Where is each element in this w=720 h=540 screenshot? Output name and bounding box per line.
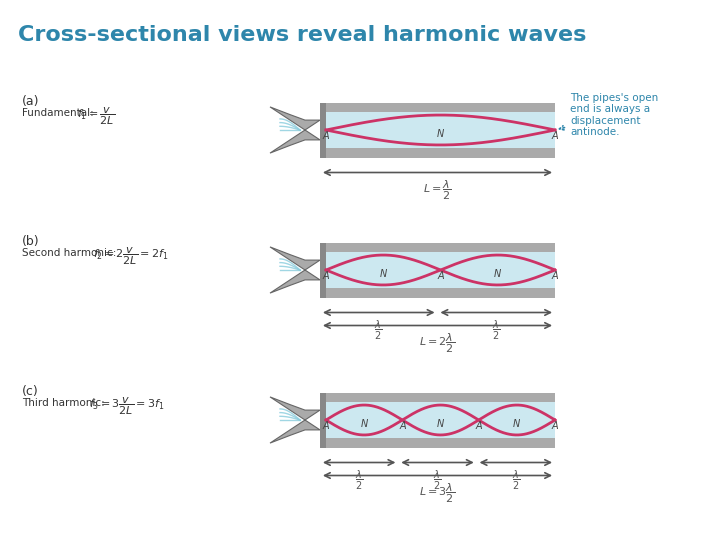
- Polygon shape: [270, 107, 320, 153]
- Text: A: A: [323, 421, 329, 430]
- Bar: [320, 242, 326, 298]
- Text: A: A: [437, 271, 444, 281]
- Text: (b): (b): [22, 234, 40, 247]
- Text: N: N: [437, 129, 444, 139]
- Text: (a): (a): [22, 94, 40, 107]
- Text: $\dfrac{\lambda}{2}$: $\dfrac{\lambda}{2}$: [511, 469, 520, 491]
- Text: $\dfrac{\lambda}{2}$: $\dfrac{\lambda}{2}$: [433, 469, 442, 491]
- Bar: [320, 242, 555, 298]
- Text: A: A: [323, 271, 329, 281]
- Bar: [320, 242, 555, 252]
- Text: N: N: [437, 419, 444, 429]
- Text: A: A: [475, 421, 482, 430]
- Text: N: N: [513, 419, 521, 429]
- Bar: [320, 288, 555, 298]
- Text: $L = \dfrac{\lambda}{2}$: $L = \dfrac{\lambda}{2}$: [423, 179, 452, 202]
- Text: $\dfrac{\lambda}{2}$: $\dfrac{\lambda}{2}$: [374, 319, 383, 341]
- Bar: [320, 393, 555, 402]
- Text: N: N: [494, 269, 501, 279]
- Bar: [320, 393, 326, 448]
- Text: $f_3 = 3\dfrac{v}{2L} = 3f_1$: $f_3 = 3\dfrac{v}{2L} = 3f_1$: [89, 395, 165, 417]
- Text: $f_1 = \dfrac{v}{2L}$: $f_1 = \dfrac{v}{2L}$: [76, 105, 114, 127]
- Bar: [320, 437, 555, 448]
- Text: $L = 3\dfrac{\lambda}{2}$: $L = 3\dfrac{\lambda}{2}$: [420, 482, 456, 505]
- Text: The pipes's open
end is always a
displacement
antinode.: The pipes's open end is always a displac…: [559, 92, 658, 137]
- Bar: [320, 393, 555, 448]
- Text: N: N: [361, 419, 368, 429]
- Text: N: N: [379, 269, 387, 279]
- Bar: [320, 147, 555, 158]
- Text: A: A: [552, 421, 558, 430]
- Text: A: A: [552, 131, 558, 140]
- Text: A: A: [399, 421, 405, 430]
- Text: $\dfrac{\lambda}{2}$: $\dfrac{\lambda}{2}$: [355, 469, 364, 491]
- Text: $f_2 = 2\dfrac{v}{2L} = 2f_1$: $f_2 = 2\dfrac{v}{2L} = 2f_1$: [94, 246, 169, 267]
- Bar: [320, 103, 326, 158]
- Text: Third harmonic:: Third harmonic:: [22, 399, 108, 408]
- Text: A: A: [323, 131, 329, 140]
- Bar: [320, 103, 555, 158]
- Polygon shape: [270, 397, 320, 443]
- Polygon shape: [270, 247, 320, 293]
- Text: (c): (c): [22, 384, 39, 397]
- Text: A: A: [552, 271, 558, 281]
- Text: Cross-sectional views reveal harmonic waves: Cross-sectional views reveal harmonic wa…: [18, 25, 586, 45]
- Text: $\dfrac{\lambda}{2}$: $\dfrac{\lambda}{2}$: [492, 319, 500, 341]
- Text: Fundamental:: Fundamental:: [22, 109, 97, 118]
- Bar: [320, 103, 555, 112]
- Text: Second harmonic:: Second harmonic:: [22, 248, 120, 259]
- Text: $L = 2\dfrac{\lambda}{2}$: $L = 2\dfrac{\lambda}{2}$: [420, 332, 456, 355]
